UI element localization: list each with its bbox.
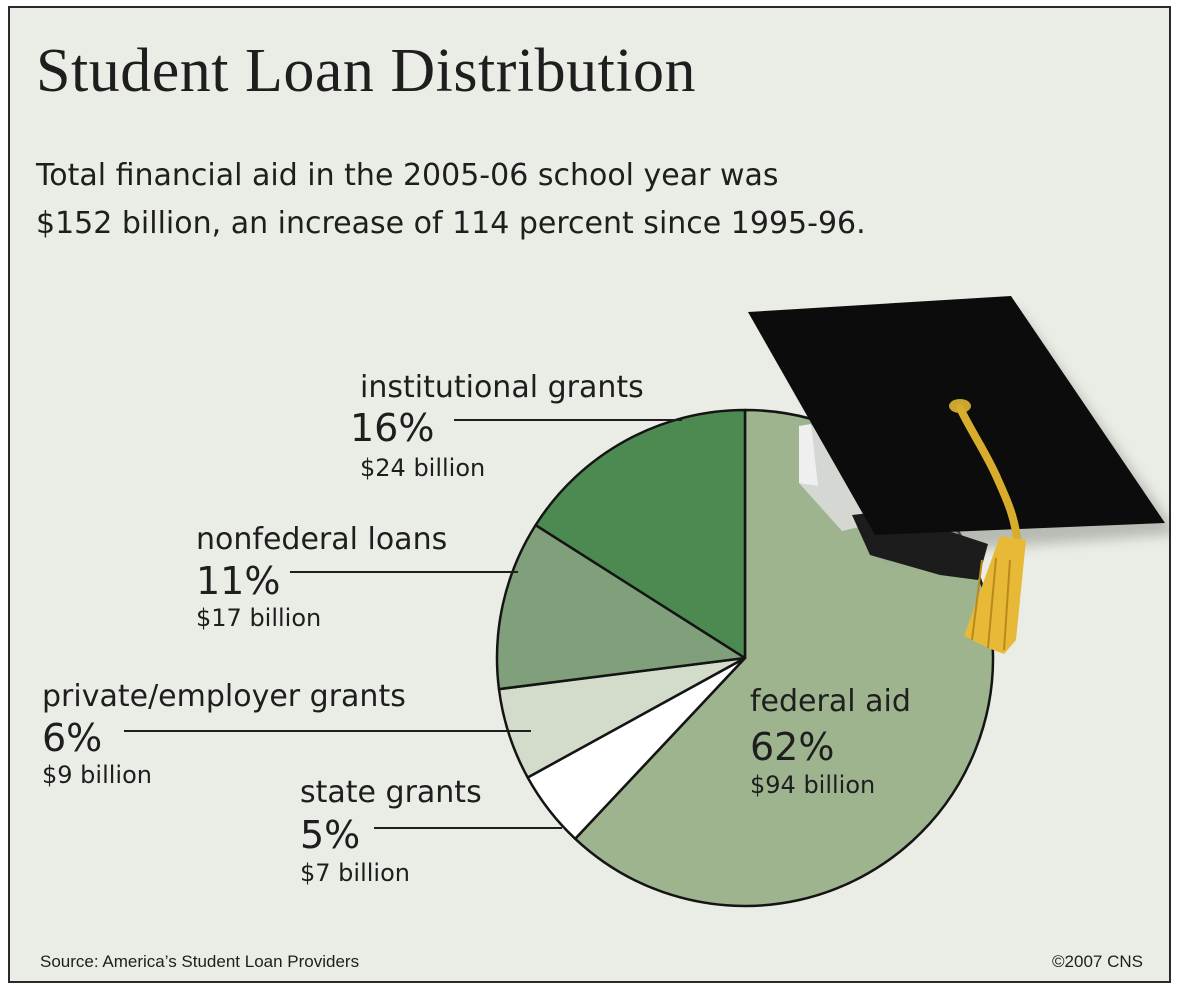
slice-percent-state-grants: 5% [300,813,360,857]
slice-percent-federal-aid: 62% [750,725,834,769]
source-note: Source: America’s Student Loan Providers [40,952,360,971]
pie-slice-nonfederal-loans [495,523,747,691]
leader-lines [124,419,682,829]
slice-amount-institutional-grants: $24 billion [360,454,485,482]
slice-percent-institutional-grants: 16% [350,406,434,450]
slice-amount-nonfederal-loans: $17 billion [196,604,321,632]
slice-amount-private-employer-grants: $9 billion [42,761,152,789]
pie-slices [495,408,995,908]
slice-percent-nonfederal-loans: 11% [196,559,280,603]
subtitle-line-2: $152 billion, an increase of 114 percent… [36,206,866,241]
page-title: Student Loan Distribution [36,37,697,105]
subtitle-line-1: Total financial aid in the 2005-06 schoo… [36,158,779,193]
slice-label-federal-aid: federal aid [750,684,911,719]
copyright-note: ©2007 CNS [1052,952,1143,971]
infographic-frame: Student Loan Distribution Total financia… [8,6,1171,983]
slice-label-nonfederal-loans: nonfederal loans [196,522,447,557]
slice-percent-private-employer-grants: 6% [42,716,102,760]
pie-slice-institutional-grants [534,408,747,660]
slice-amount-federal-aid: $94 billion [750,771,875,799]
slice-amount-state-grants: $7 billion [300,859,410,887]
graduation-cap-icon [748,296,1169,654]
slice-label-institutional-grants: institutional grants [360,370,644,405]
slice-label-private-employer-grants: private/employer grants [42,679,406,714]
slice-label-state-grants: state grants [300,775,482,810]
